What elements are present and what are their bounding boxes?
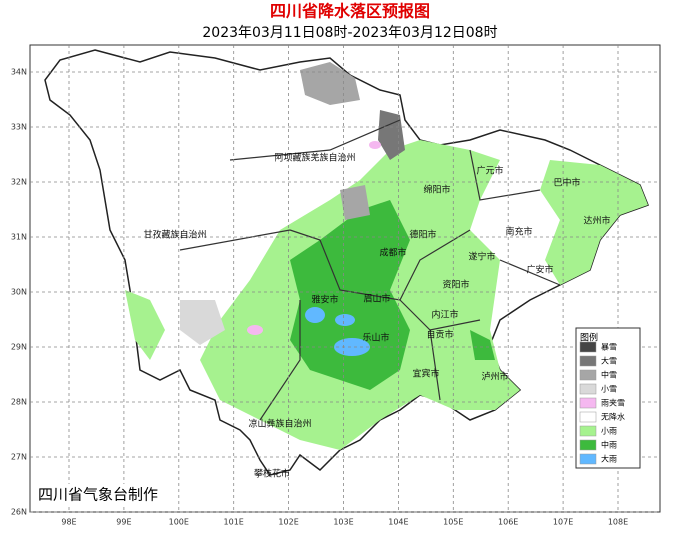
lon-tick-label: 98E	[61, 518, 76, 527]
legend-swatch	[579, 355, 597, 367]
city-label: 自贡市	[426, 329, 453, 341]
legend-swatch	[579, 397, 597, 409]
legend-label: 暴雪	[601, 343, 617, 352]
city-label: 乐山市	[362, 332, 389, 344]
city-label: 遂宁市	[468, 251, 495, 263]
city-label: 攀枝花市	[254, 468, 290, 480]
lon-tick-label: 105E	[443, 518, 463, 527]
legend-label: 小雪	[601, 385, 617, 394]
legend-title: 图例	[580, 332, 598, 344]
city-label: 甘孜藏族自治州	[143, 229, 206, 241]
city-label: 广元市	[476, 165, 503, 177]
lon-tick-label: 101E	[224, 518, 244, 527]
city-label: 广安市	[526, 264, 553, 276]
legend-label: 雨夹雪	[601, 398, 625, 408]
legend-label: 小雨	[601, 427, 617, 436]
lon-tick-label: 100E	[169, 518, 189, 527]
cities: 阿坝藏族羌族自治州 甘孜藏族自治州 凉山彝族自治州 绵阳市 广元市 巴中市 达州…	[143, 152, 610, 480]
graticule: 98E 99E 100E 101E 102E 103E 104E 105E 106E 107E 10…	[11, 45, 660, 527]
lat-tick-label: 33N	[11, 123, 27, 132]
legend-swatch	[579, 369, 597, 381]
lon-tick-label: 108E	[608, 518, 628, 527]
city-label: 达州市	[583, 215, 610, 227]
lat-tick-label: 34N	[11, 68, 27, 77]
city-label: 南充市	[505, 226, 532, 238]
legend-label: 大雨	[601, 454, 617, 464]
lon-tick-label: 102E	[278, 518, 298, 527]
lat-tick-label: 31N	[11, 233, 27, 242]
lat-tick-label: 30N	[11, 288, 27, 297]
lon-tick-label: 107E	[553, 518, 573, 527]
lat-tick-label: 32N	[11, 178, 27, 187]
legend-swatch	[579, 425, 597, 437]
city-label: 泸州市	[481, 371, 508, 383]
footer: 四川省气象台制作	[38, 486, 158, 504]
lon-tick-label: 106E	[498, 518, 518, 527]
legend-label: 无降水	[601, 412, 625, 422]
title: 四川省降水落区预报图	[270, 2, 430, 21]
footer-bg	[34, 484, 174, 506]
lon-tick-label: 99E	[116, 518, 131, 527]
province	[44, 49, 649, 476]
legend-label: 中雨	[601, 440, 617, 450]
city-label: 阿坝藏族羌族自治州	[274, 152, 355, 164]
city-label: 雅安市	[311, 294, 338, 306]
legend-swatch	[579, 453, 597, 465]
lon-tick-label: 103E	[333, 518, 353, 527]
city-label: 绵阳市	[423, 184, 450, 196]
lat-tick-label: 28N	[11, 398, 27, 407]
city-label: 巴中市	[553, 177, 580, 189]
legend-swatch	[579, 411, 597, 423]
lat-tick-label: 27N	[11, 453, 27, 462]
city-label: 宜宾市	[412, 368, 439, 380]
lon-tick-label: 104E	[388, 518, 408, 527]
city-label: 眉山市	[363, 293, 390, 305]
lat-tick-label: 26N	[11, 508, 27, 517]
city-label: 德阳市	[409, 229, 436, 241]
city-label: 凉山彝族自治州	[248, 418, 311, 430]
city-label: 成都市	[379, 247, 406, 259]
legend-label: 中雪	[601, 370, 617, 380]
city-label: 资阳市	[442, 279, 469, 291]
legend-label: 大雪	[601, 356, 617, 366]
legend-swatch	[579, 383, 597, 395]
legend-swatch	[579, 439, 597, 451]
subtitle: 2023年03月11日08时-2023年03月12日08时	[202, 25, 497, 41]
legend-swatch	[579, 341, 597, 353]
lat-tick-label: 29N	[11, 343, 27, 352]
city-label: 内江市	[431, 309, 458, 321]
